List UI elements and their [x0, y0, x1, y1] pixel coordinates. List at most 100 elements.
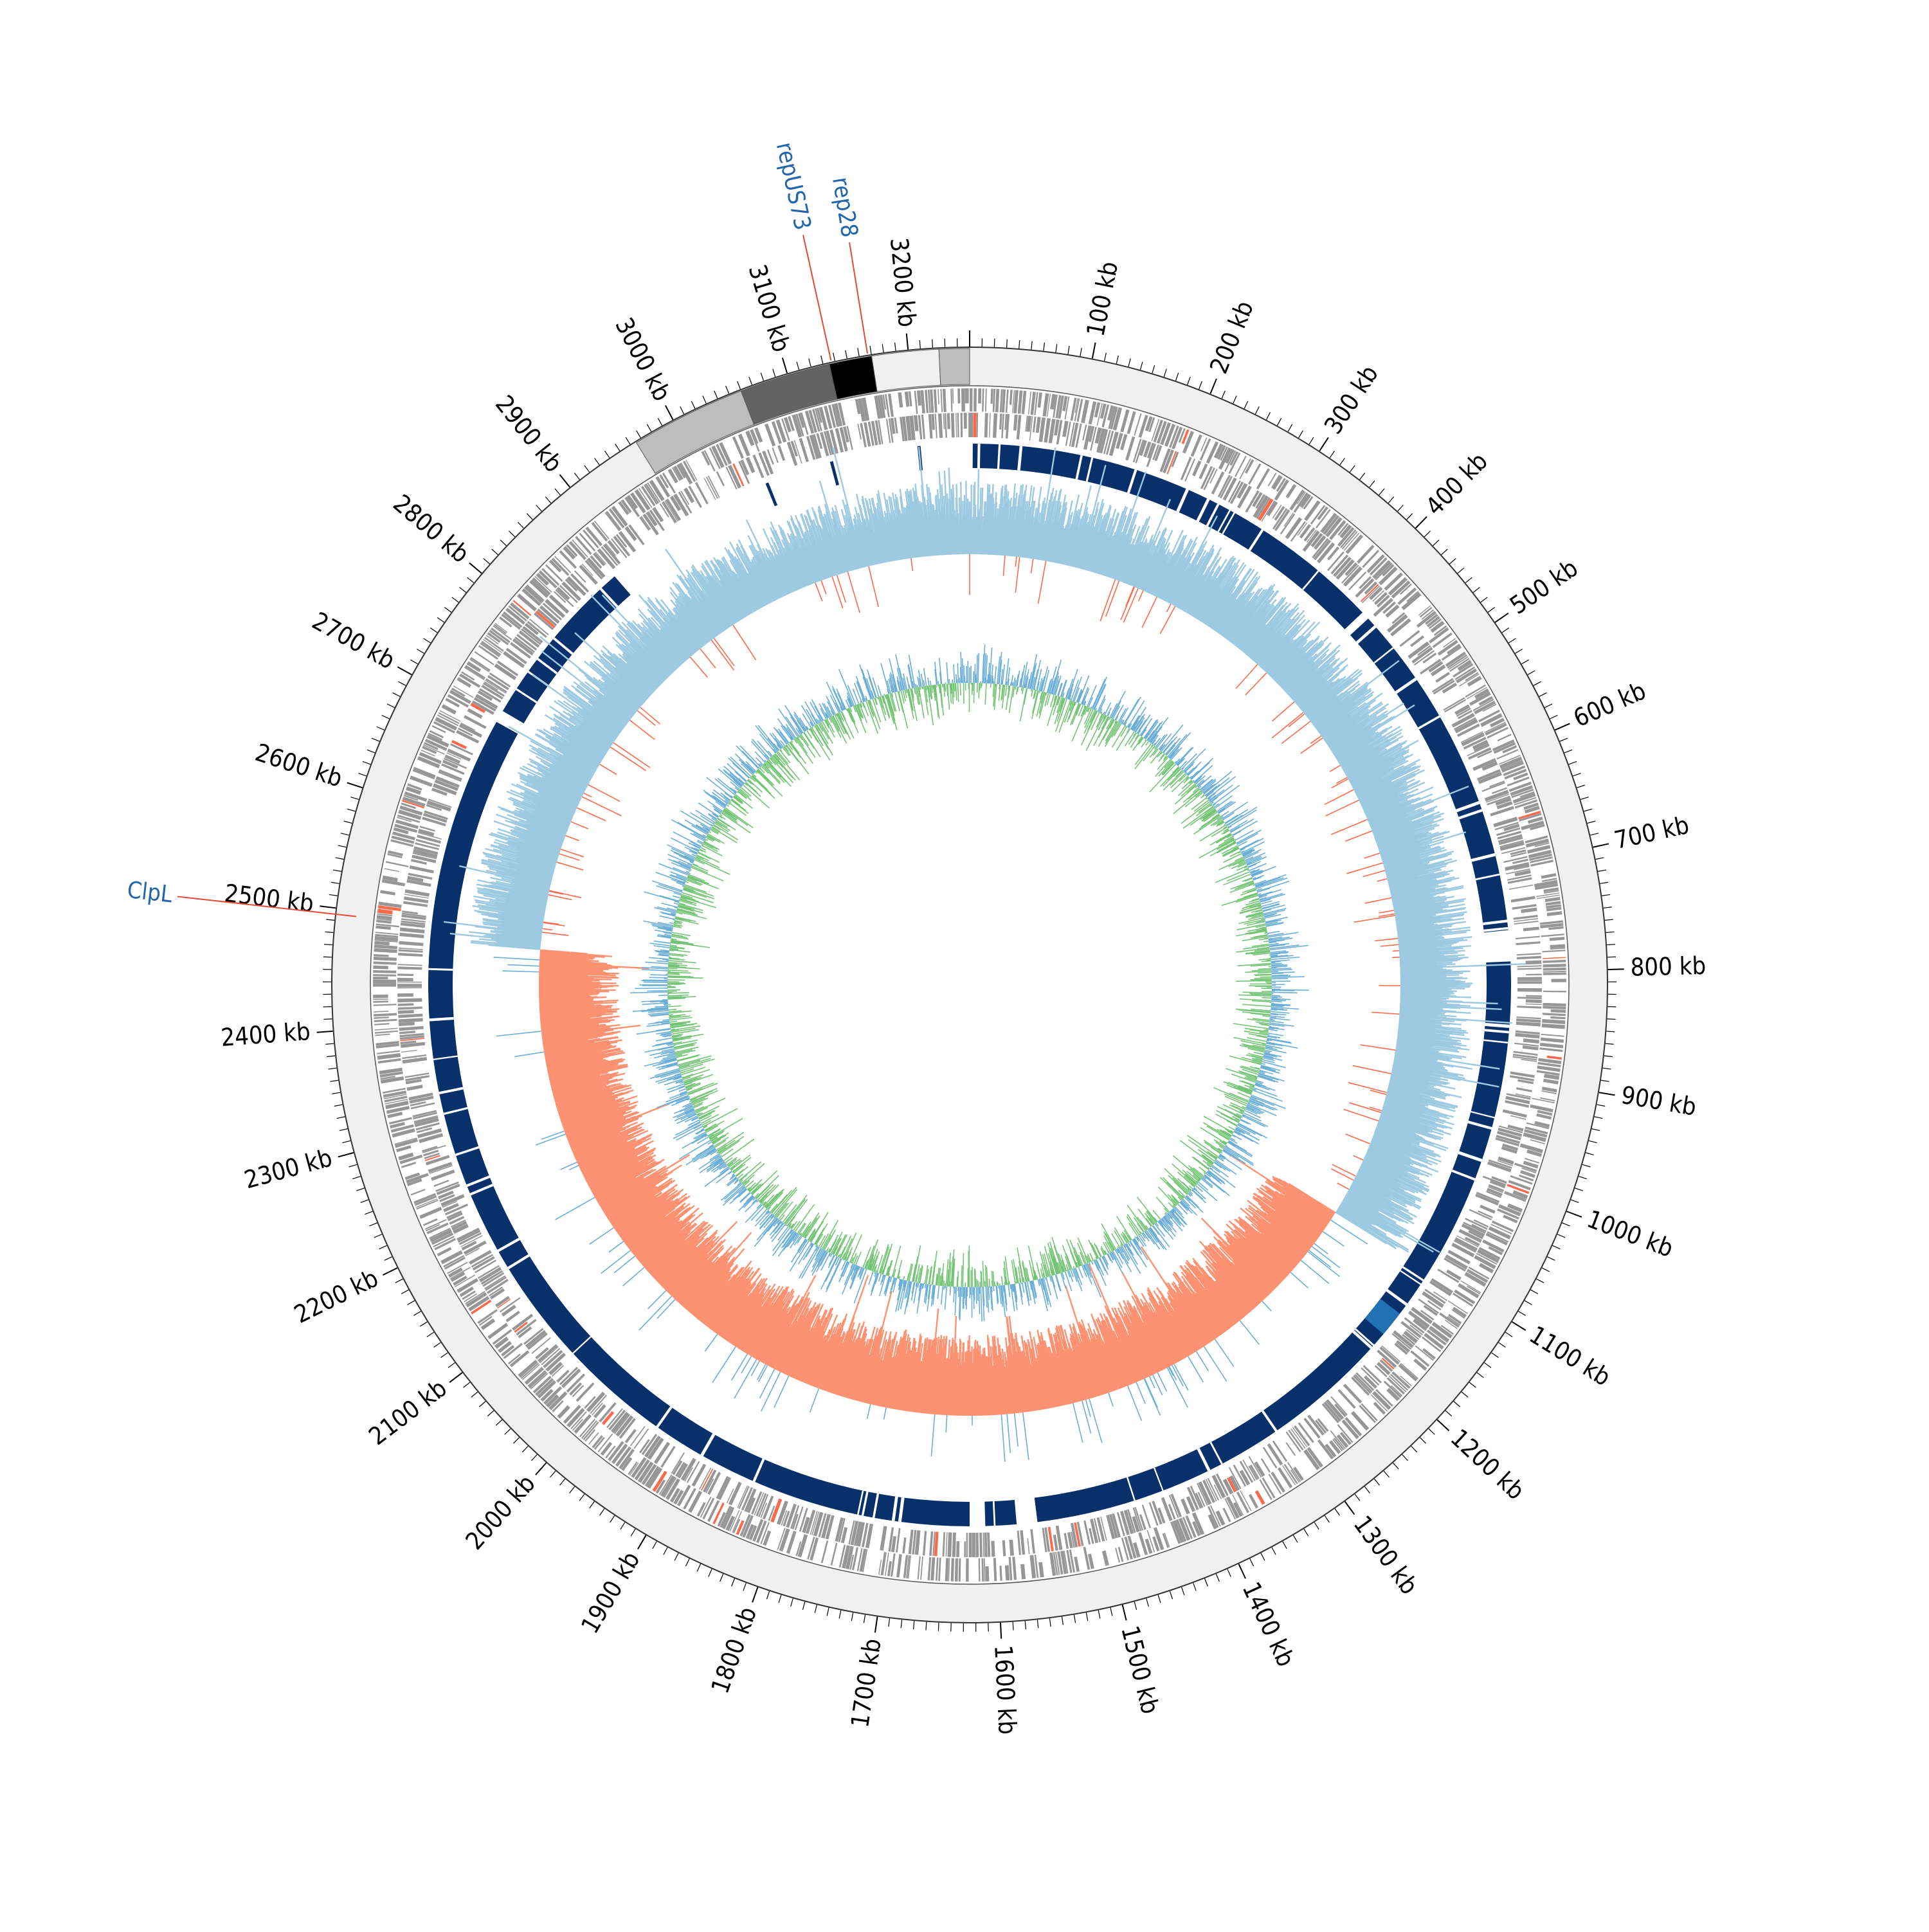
gene-feature — [1517, 997, 1542, 999]
gene-feature — [991, 1540, 995, 1557]
gene-feature — [1006, 390, 1009, 413]
gene-feature — [397, 1003, 413, 1006]
gene-feature — [821, 1540, 828, 1564]
gene-feature — [1401, 592, 1421, 610]
gene-feature — [1526, 995, 1542, 997]
gene-feature — [936, 1558, 939, 1581]
gene-feature — [918, 415, 923, 439]
gene-feature — [397, 993, 413, 997]
gene-feature — [1543, 960, 1566, 963]
blast-hit-small — [765, 482, 777, 506]
gene-feature — [1027, 1539, 1029, 1555]
gene-feature — [398, 953, 422, 957]
gene-feature — [1357, 545, 1375, 563]
gene-feature — [410, 865, 434, 873]
gene-feature — [989, 413, 991, 438]
gene-feature — [419, 1207, 442, 1219]
gene-feature — [951, 1558, 954, 1582]
gene-feature — [373, 970, 396, 973]
gene-feature — [536, 610, 556, 628]
gene-feature — [373, 995, 388, 998]
gene-feature — [1539, 1047, 1562, 1052]
gene-feature — [397, 998, 422, 1002]
gene-feature — [601, 1442, 612, 1456]
gene-feature — [1286, 1432, 1301, 1452]
gene-feature — [1550, 937, 1565, 941]
gene-feature — [1542, 1024, 1565, 1029]
gene-feature — [896, 1554, 902, 1577]
gene-feature — [1543, 957, 1566, 959]
gene-feature — [1038, 1562, 1044, 1578]
blast-gap — [428, 969, 453, 970]
gene-feature — [940, 389, 943, 412]
gene-feature — [692, 1464, 707, 1487]
gene-feature — [487, 1323, 508, 1339]
gene-feature — [999, 1566, 1002, 1581]
gene-feature — [1523, 926, 1539, 931]
gene-feature — [1543, 968, 1566, 971]
gene-feature — [1267, 1443, 1283, 1465]
contig-block — [871, 349, 940, 392]
gene-feature — [480, 642, 500, 657]
gene-feature — [399, 941, 423, 946]
gene-feature — [399, 1031, 415, 1034]
gene-feature — [1432, 678, 1454, 692]
gene-feature — [934, 389, 937, 412]
gene-feature — [1343, 1384, 1362, 1404]
gene-feature — [973, 413, 976, 437]
gene-feature — [374, 1004, 397, 1006]
gene-feature — [1541, 1038, 1564, 1043]
gene-feature — [1517, 968, 1542, 970]
gene-feature — [952, 388, 954, 403]
gene-feature — [1372, 1391, 1391, 1410]
gene-feature — [716, 471, 725, 486]
gene-feature — [1020, 1530, 1025, 1555]
gene-feature — [945, 1558, 949, 1581]
gene-feature — [1516, 1087, 1532, 1092]
gene-feature — [943, 413, 945, 429]
gene-feature — [979, 1558, 981, 1582]
gene-feature — [987, 1532, 990, 1557]
gene-feature — [964, 1541, 966, 1557]
gene-feature — [1020, 1564, 1026, 1580]
gene-feature — [1033, 417, 1037, 433]
gene-feature — [400, 927, 424, 933]
gene-feature — [1009, 1540, 1014, 1556]
gene-feature — [1337, 1424, 1354, 1443]
gene-feature — [1074, 1557, 1080, 1572]
gene-feature — [1525, 961, 1541, 965]
gene-feature — [983, 1533, 985, 1557]
gene-feature — [993, 413, 997, 438]
gene-feature — [375, 1031, 398, 1034]
gene-feature — [1541, 873, 1557, 879]
gene-feature — [374, 1016, 389, 1019]
gene-feature — [708, 476, 720, 498]
gene-feature — [510, 1350, 530, 1367]
gene-feature — [1517, 956, 1541, 959]
gene-feature — [1517, 982, 1542, 984]
gene-feature — [1413, 1359, 1427, 1371]
gene-feature — [1543, 1006, 1566, 1009]
gene-feature — [982, 388, 984, 411]
gene-feature — [1547, 911, 1562, 916]
gene-feature — [433, 1180, 449, 1187]
gene-feature — [902, 1537, 906, 1553]
gene-feature — [985, 388, 987, 411]
gene-feature — [1517, 1006, 1541, 1008]
gene-feature — [375, 1028, 398, 1031]
gene-feature — [943, 389, 946, 412]
gene-feature — [935, 414, 937, 438]
gene-feature — [1030, 1529, 1035, 1553]
gene-feature — [704, 450, 716, 471]
gene-feature — [1543, 972, 1566, 975]
gene-feature — [373, 983, 396, 986]
gene-feature — [1346, 534, 1364, 554]
gene-feature — [1010, 390, 1013, 405]
gene-feature — [928, 1557, 932, 1580]
gene-feature — [955, 1558, 958, 1582]
gene-feature — [898, 392, 903, 408]
gene-feature — [374, 961, 397, 964]
gene-feature — [704, 478, 716, 500]
blast-gap — [993, 1501, 995, 1526]
